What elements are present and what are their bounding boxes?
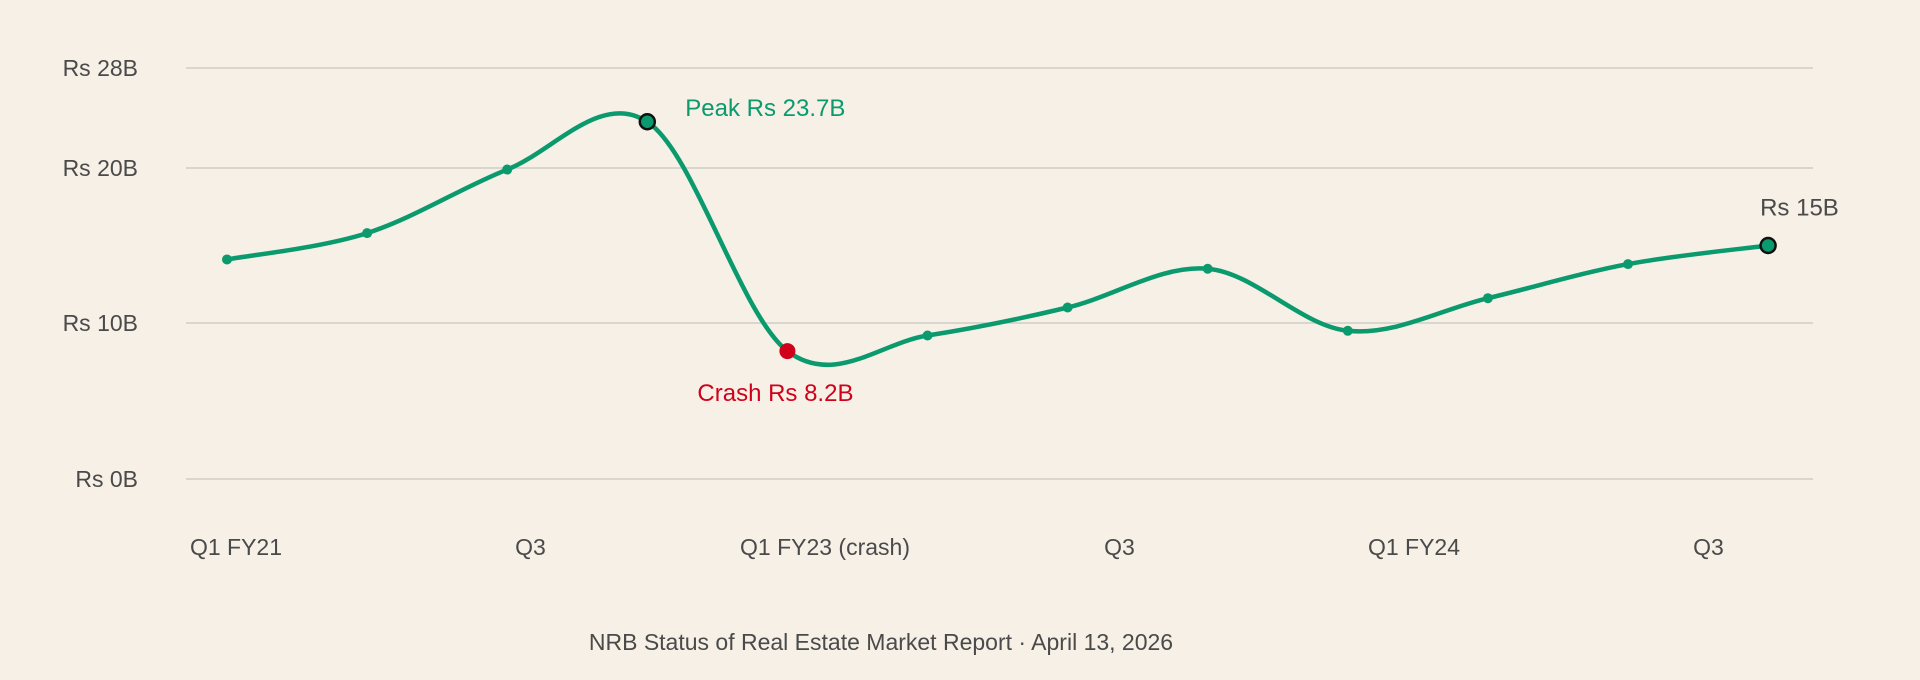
data-point <box>362 228 373 239</box>
x-tick-label: Q3 <box>1104 534 1135 560</box>
data-point <box>1623 259 1633 270</box>
x-tick-label: Q1 FY21 <box>190 534 282 560</box>
x-tick-label: Q1 FY24 <box>1368 534 1460 560</box>
y-tick-label: Rs 28B <box>63 55 138 81</box>
x-tick-label: Q3 <box>515 534 546 560</box>
y-tick-label: Rs 10B <box>63 310 138 336</box>
annotation-label: Peak Rs 23.7B <box>685 95 845 122</box>
data-point <box>1482 293 1493 304</box>
x-tick-label: Q3 <box>1693 534 1724 560</box>
data-point <box>922 330 933 341</box>
crash-point <box>779 343 796 360</box>
data-point <box>1062 302 1073 313</box>
highlight-point <box>638 113 657 131</box>
annotation-label: Crash Rs 8.2B <box>697 380 853 407</box>
source-caption: NRB Status of Real Estate Market Report … <box>589 629 1173 655</box>
series-line <box>224 111 1771 368</box>
x-tick-label: Q1 FY23 (crash) <box>740 534 910 560</box>
data-point <box>222 254 232 265</box>
y-tick-label: Rs 0B <box>75 466 138 492</box>
annotation-label: Rs 15B <box>1760 195 1839 222</box>
data-point <box>502 164 513 175</box>
y-tick-label: Rs 20B <box>63 155 138 181</box>
highlight-point <box>1759 236 1777 255</box>
data-point <box>1202 263 1213 274</box>
data-point <box>1342 325 1353 336</box>
